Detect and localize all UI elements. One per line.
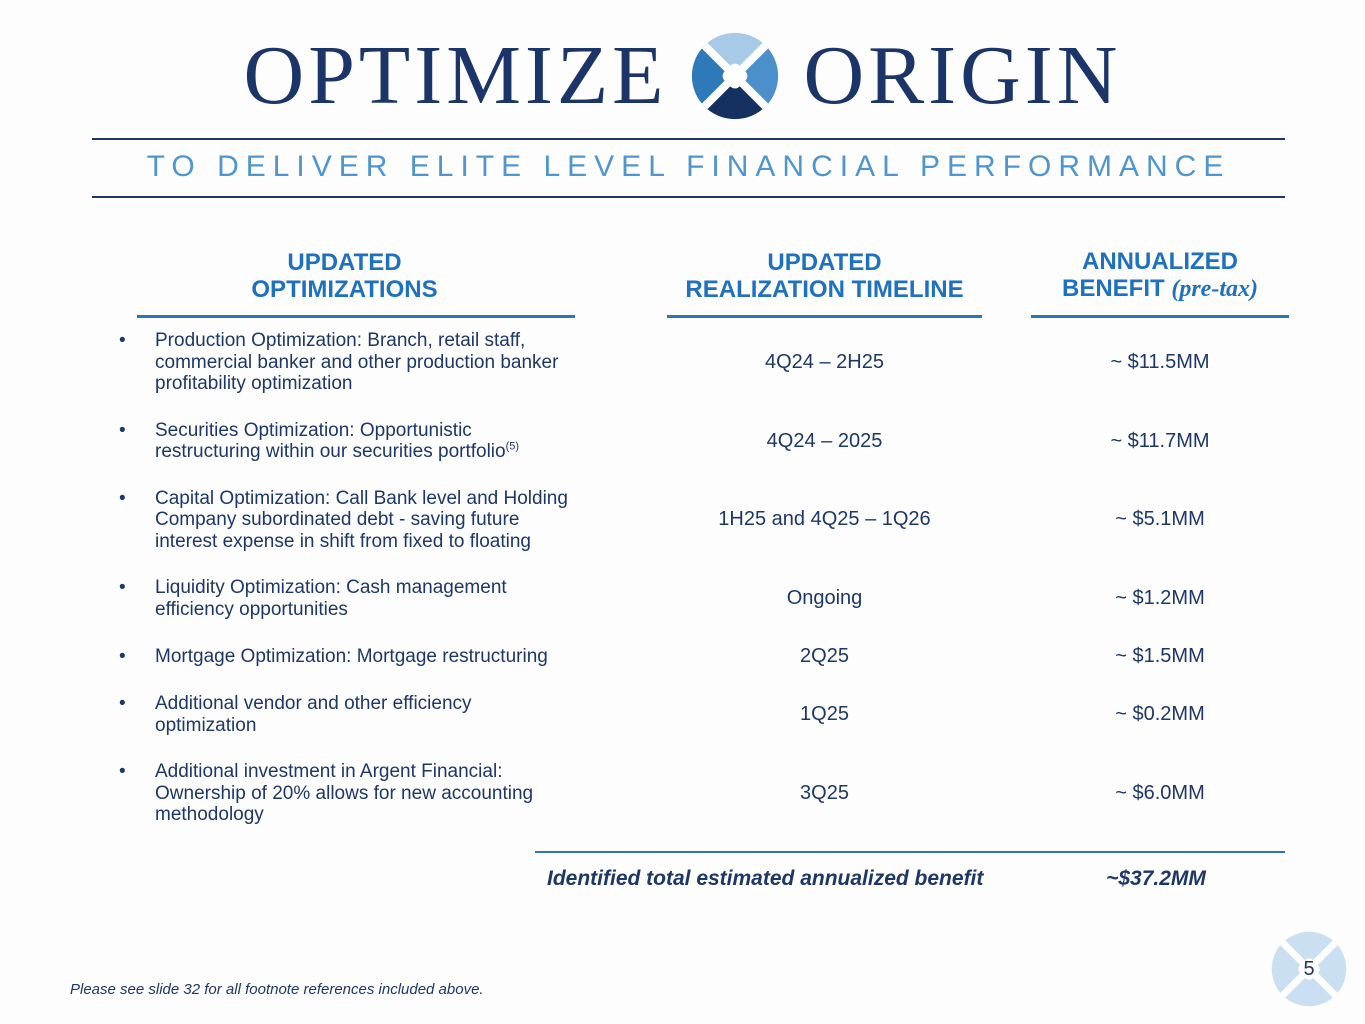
benefit-cell: ~ $0.2MM bbox=[1115, 703, 1205, 725]
table-row: Mortgage Optimization: Mortgage restruct… bbox=[112, 645, 1289, 668]
benefit-cell: ~ $6.0MM bbox=[1115, 781, 1205, 804]
timeline-cell: 1Q25 bbox=[800, 703, 849, 725]
table-row: Securities Optimization: Opportunistic r… bbox=[112, 420, 1289, 463]
table-row: Production Optimization: Branch, retail … bbox=[112, 330, 1289, 395]
column-underline bbox=[1031, 315, 1289, 318]
column-header-line: BENEFIT (pre-tax) bbox=[1031, 275, 1289, 303]
total-value: ~$37.2MM bbox=[1106, 866, 1206, 890]
optimization-cell: Additional investment in Argent Financia… bbox=[112, 761, 577, 826]
timeline-cell: 2Q25 bbox=[800, 645, 849, 667]
brand-word-origin: ORIGIN bbox=[803, 29, 1122, 122]
benefit-cell: ~ $5.1MM bbox=[1115, 508, 1205, 531]
timeline-cell: 1H25 and 4Q25 – 1Q26 bbox=[718, 508, 931, 531]
table-row: Additional investment in Argent Financia… bbox=[112, 761, 1289, 826]
table-header-row: UPDATED OPTIMIZATIONS UPDATED REALIZATIO… bbox=[112, 248, 1289, 318]
optimization-cell: Securities Optimization: Opportunistic r… bbox=[112, 420, 577, 463]
bullet-icon bbox=[112, 577, 155, 620]
optimization-cell: Production Optimization: Branch, retail … bbox=[112, 330, 577, 395]
page-number-watermark: 5 bbox=[1271, 931, 1347, 1007]
table-row: Liquidity Optimization: Cash management … bbox=[112, 577, 1289, 620]
footnote-ref: (5) bbox=[505, 440, 520, 453]
column-header-line: UPDATED bbox=[767, 249, 882, 276]
page-number: 5 bbox=[1303, 957, 1315, 980]
logo-watermark-icon bbox=[1271, 931, 1347, 1007]
benefit-cell: ~ $11.7MM bbox=[1110, 429, 1210, 452]
column-header-benefit-word: BENEFIT bbox=[1062, 275, 1172, 302]
optimization-table: UPDATED OPTIMIZATIONS UPDATED REALIZATIO… bbox=[112, 248, 1289, 891]
slide-subtitle: TO DELIVER ELITE LEVEL FINANCIAL PERFORM… bbox=[146, 150, 1231, 183]
bullet-icon bbox=[112, 761, 155, 826]
column-header-line: ANNUALIZED bbox=[1082, 248, 1238, 275]
optimization-cell: Capital Optimization: Call Bank level an… bbox=[112, 488, 577, 553]
total-row: Identified total estimated annualized be… bbox=[535, 850, 1285, 891]
optimize-origin-logo-icon bbox=[692, 32, 779, 120]
column-header-optimizations: UPDATED OPTIMIZATIONS bbox=[112, 249, 577, 318]
optimization-description: Capital Optimization: Call Bank level an… bbox=[155, 487, 568, 552]
brand-title: OPTIMIZE ORIGIN bbox=[0, 30, 1365, 122]
column-header-line: REALIZATION TIMELINE bbox=[685, 276, 964, 303]
timeline-cell: 4Q24 – 2025 bbox=[766, 429, 883, 452]
bullet-icon bbox=[112, 330, 155, 395]
bullet-icon bbox=[112, 420, 155, 463]
column-underline bbox=[667, 315, 982, 318]
optimization-cell: Mortgage Optimization: Mortgage restruct… bbox=[112, 646, 577, 668]
total-label: Identified total estimated annualized be… bbox=[547, 866, 984, 890]
benefit-cell: ~ $1.5MM bbox=[1115, 645, 1205, 667]
benefit-cell: ~ $11.5MM bbox=[1110, 350, 1210, 373]
optimization-description: Additional investment in Argent Financia… bbox=[155, 761, 534, 825]
bullet-icon bbox=[112, 693, 155, 736]
optimization-description: Production Optimization: Branch, retail … bbox=[155, 330, 559, 394]
bullet-icon bbox=[112, 646, 155, 668]
optimization-cell: Additional vendor and other efficiency o… bbox=[112, 693, 577, 736]
optimization-cell: Liquidity Optimization: Cash management … bbox=[112, 577, 577, 620]
column-header-line: UPDATED bbox=[287, 249, 402, 276]
table-row: Capital Optimization: Call Bank level an… bbox=[112, 488, 1289, 553]
bullet-icon bbox=[112, 488, 155, 553]
brand-word-optimize: OPTIMIZE bbox=[243, 29, 668, 122]
timeline-cell: 3Q25 bbox=[800, 781, 849, 804]
footnote-text: Please see slide 32 for all footnote ref… bbox=[70, 981, 484, 998]
benefit-cell: ~ $1.2MM bbox=[1115, 587, 1205, 609]
optimization-description: Liquidity Optimization: Cash management … bbox=[155, 577, 507, 620]
timeline-cell: 4Q24 – 2H25 bbox=[765, 350, 884, 373]
column-underline bbox=[137, 315, 575, 318]
column-header-line: OPTIMIZATIONS bbox=[251, 276, 438, 303]
optimization-text: Securities Optimization: Opportunistic r… bbox=[155, 419, 506, 463]
column-header-timeline: UPDATED REALIZATION TIMELINE bbox=[667, 249, 982, 318]
table-row: Additional vendor and other efficiency o… bbox=[112, 693, 1289, 736]
timeline-cell: Ongoing bbox=[786, 587, 863, 609]
pretax-note: (pre-tax) bbox=[1171, 276, 1258, 302]
subtitle-band: TO DELIVER ELITE LEVEL FINANCIAL PERFORM… bbox=[92, 138, 1285, 198]
optimization-description: Mortgage Optimization: Mortgage restruct… bbox=[155, 645, 548, 667]
optimization-description: Securities Optimization: Opportunistic r… bbox=[155, 420, 577, 463]
optimization-description: Additional vendor and other efficiency o… bbox=[155, 693, 472, 736]
table-body: Production Optimization: Branch, retail … bbox=[112, 330, 1289, 826]
column-header-benefit: ANNUALIZED BENEFIT (pre-tax) bbox=[1031, 248, 1289, 318]
